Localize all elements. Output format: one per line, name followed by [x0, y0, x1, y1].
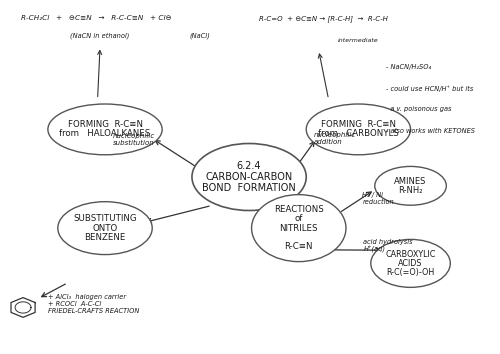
- Text: FORMING  R-C≡N: FORMING R-C≡N: [321, 120, 396, 129]
- Ellipse shape: [306, 104, 410, 155]
- Text: from   CARBONYLS: from CARBONYLS: [318, 130, 399, 138]
- Text: AMINES: AMINES: [394, 177, 426, 186]
- Text: (NaCl): (NaCl): [190, 33, 210, 39]
- Ellipse shape: [48, 104, 162, 155]
- Ellipse shape: [192, 143, 306, 211]
- Text: ACIDS: ACIDS: [398, 259, 423, 268]
- Text: CARBOXYLIC: CARBOXYLIC: [386, 250, 436, 259]
- Ellipse shape: [252, 195, 346, 262]
- Text: of: of: [294, 215, 303, 223]
- Text: ONTO: ONTO: [92, 224, 118, 233]
- Ellipse shape: [58, 202, 152, 255]
- Text: BOND  FORMATION: BOND FORMATION: [202, 183, 296, 193]
- Text: (NaCN in ethanol): (NaCN in ethanol): [70, 33, 130, 39]
- Text: intermediate: intermediate: [338, 38, 379, 43]
- Text: nucleophilic
substitution: nucleophilic substitution: [112, 133, 154, 147]
- Text: R‐C=O  + ⊖C≡N → [R‐C‐H]  →  R‐C‐H: R‐C=O + ⊖C≡N → [R‐C‐H] → R‐C‐H: [259, 15, 388, 22]
- Text: BENZENE: BENZENE: [84, 233, 126, 242]
- Text: R-C≡N: R-C≡N: [284, 242, 313, 251]
- Text: nucleophilic
addition: nucleophilic addition: [314, 132, 356, 145]
- Text: SUBSTITUTING: SUBSTITUTING: [73, 215, 137, 223]
- Text: - also works with KETONES: - also works with KETONES: [386, 128, 474, 133]
- Ellipse shape: [371, 239, 450, 287]
- Text: CARBON-CARBON: CARBON-CARBON: [206, 172, 292, 182]
- Text: NITRILES: NITRILES: [280, 224, 318, 233]
- Text: acid hydrolysis
H⁺(aq): acid hydrolysis H⁺(aq): [364, 239, 413, 253]
- Text: R‐CH₂Cl   +   ⊖C≡N   →   R‐C‐C≡N   + Cl⊖: R‐CH₂Cl + ⊖C≡N → R‐C‐C≡N + Cl⊖: [20, 15, 171, 21]
- Ellipse shape: [375, 166, 446, 205]
- Text: H₂ / Ni
reduction: H₂ / Ni reduction: [362, 192, 394, 205]
- Text: 6.2.4: 6.2.4: [237, 161, 262, 171]
- Text: - could use HCN/H⁺ but its: - could use HCN/H⁺ but its: [386, 85, 473, 92]
- Text: R-NH₂: R-NH₂: [398, 186, 423, 195]
- Text: + AlCl₃  halogen carrier
+ RCOCl  A-C-Cl
FRIEDEL-CRAFTS REACTION: + AlCl₃ halogen carrier + RCOCl A-C-Cl F…: [48, 294, 140, 314]
- Text: from   HALOALKANES: from HALOALKANES: [60, 130, 150, 138]
- Text: R-C(=O)-OH: R-C(=O)-OH: [386, 268, 434, 277]
- Text: - NaCN/H₂SO₄: - NaCN/H₂SO₄: [386, 64, 431, 70]
- Text: REACTIONS: REACTIONS: [274, 205, 324, 214]
- Text: FORMING  R-C≡N: FORMING R-C≡N: [68, 120, 142, 129]
- Text: a v. poisonous gas: a v. poisonous gas: [386, 107, 451, 113]
